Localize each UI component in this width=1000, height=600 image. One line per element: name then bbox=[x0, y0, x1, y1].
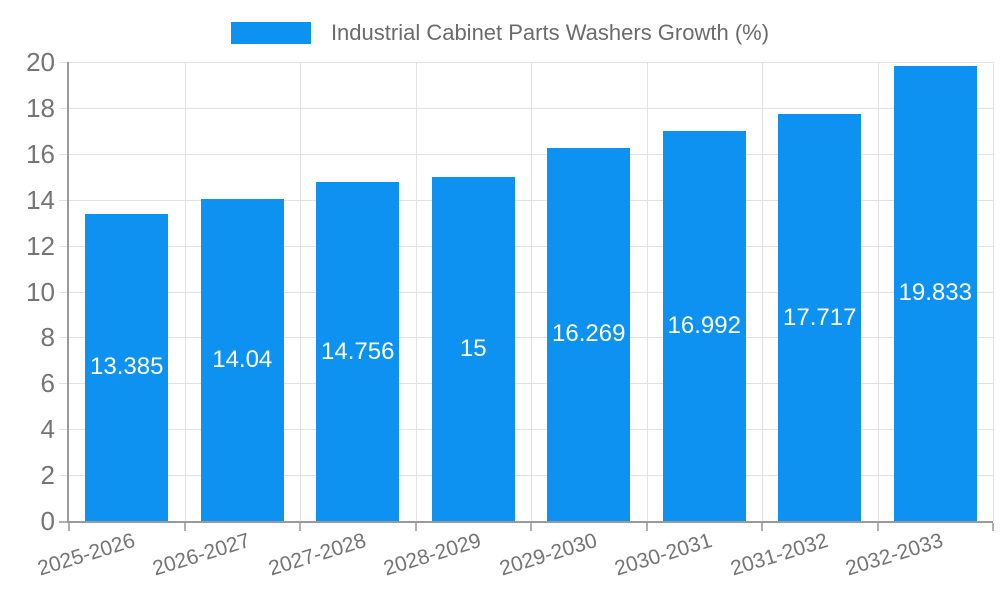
bar bbox=[85, 213, 169, 521]
x-axis-line bbox=[69, 521, 993, 523]
x-axis-tick bbox=[68, 523, 70, 531]
h-gridline bbox=[59, 337, 993, 338]
v-gridline bbox=[531, 62, 532, 521]
h-gridline bbox=[59, 154, 993, 155]
bar-value-label: 19.833 bbox=[898, 279, 972, 307]
y-tick-label: 4 bbox=[40, 414, 55, 444]
x-axis-tick bbox=[299, 523, 301, 531]
h-gridline bbox=[59, 200, 993, 201]
bar bbox=[431, 176, 515, 521]
v-gridline bbox=[647, 62, 648, 521]
bar-value-label: 13.385 bbox=[90, 353, 164, 381]
y-tick-label: 10 bbox=[26, 277, 55, 307]
v-gridline bbox=[185, 62, 186, 521]
bar-value-label: 14.04 bbox=[212, 345, 273, 373]
y-tick-label: 6 bbox=[40, 368, 55, 398]
y-tick-label: 14 bbox=[26, 185, 55, 215]
y-tick-label: 18 bbox=[26, 93, 55, 123]
bar-value-label: 16.269 bbox=[552, 320, 626, 348]
bar-value-label: 16.992 bbox=[667, 312, 741, 340]
y-axis-line bbox=[67, 62, 69, 523]
bar bbox=[893, 65, 977, 521]
bar bbox=[200, 198, 284, 521]
h-gridline bbox=[59, 383, 993, 384]
y-tick-label: 16 bbox=[26, 139, 55, 169]
x-axis-tick bbox=[877, 523, 879, 531]
bar bbox=[778, 114, 862, 521]
v-gridline bbox=[416, 62, 417, 521]
y-tick-label: 12 bbox=[26, 231, 55, 261]
bar bbox=[662, 131, 746, 521]
bar-value-label: 17.717 bbox=[783, 303, 857, 331]
legend-series-title: Industrial Cabinet Parts Washers Growth … bbox=[330, 20, 770, 45]
h-gridline bbox=[59, 429, 993, 430]
v-gridline bbox=[878, 62, 879, 521]
x-axis-tick bbox=[992, 523, 994, 531]
x-axis-tick bbox=[646, 523, 648, 531]
v-gridline bbox=[762, 62, 763, 521]
x-axis-tick bbox=[415, 523, 417, 531]
bar bbox=[547, 147, 631, 521]
y-tick-label: 2 bbox=[40, 460, 55, 490]
x-axis-tick bbox=[530, 523, 532, 531]
x-axis-tick bbox=[761, 523, 763, 531]
h-gridline bbox=[59, 292, 993, 293]
y-tick-label: 20 bbox=[26, 47, 55, 77]
x-axis-tick bbox=[184, 523, 186, 531]
legend: Industrial Cabinet Parts Washers Growth … bbox=[0, 18, 1000, 48]
h-gridline bbox=[59, 108, 993, 109]
h-gridline bbox=[59, 475, 993, 476]
v-gridline bbox=[993, 62, 994, 521]
y-tick-label: 8 bbox=[40, 322, 55, 352]
y-axis-tick bbox=[59, 521, 69, 523]
h-gridline bbox=[59, 246, 993, 247]
legend-swatch bbox=[230, 22, 311, 44]
bar-value-label: 15 bbox=[459, 334, 487, 362]
plot-area: 0 2 4 6 8 10 12 14 16 18 20 13.385 2025-2026 14.04 202… bbox=[26, 47, 994, 580]
bar bbox=[316, 182, 400, 521]
v-gridline bbox=[300, 62, 301, 521]
y-tick-label: 0 bbox=[40, 506, 55, 536]
bar-value-label: 14.756 bbox=[321, 337, 395, 365]
h-gridline bbox=[59, 62, 993, 63]
